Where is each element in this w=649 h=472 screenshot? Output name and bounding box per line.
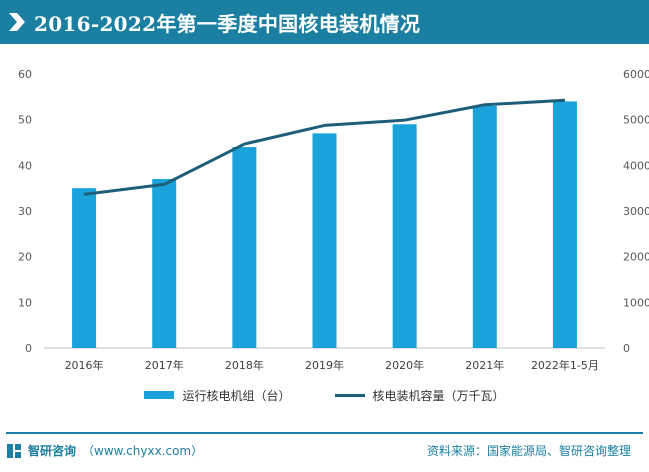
y-left-tick-label: 0	[25, 342, 32, 355]
x-tick-label: 2020年	[385, 358, 424, 372]
legend-label-line: 核电装机容量（万千瓦）	[372, 388, 505, 403]
bar	[312, 133, 337, 348]
y-left-tick-label: 50	[18, 114, 32, 127]
bar	[552, 101, 577, 349]
legend: 运行核电机组（台） 核电装机容量（万千瓦）	[0, 385, 649, 405]
footer-source: 资料来源：国家能源局、智研咨询整理	[426, 444, 631, 458]
legend-item-bar: 运行核电机组（台）	[144, 387, 291, 404]
y-right-tick-label: 3000	[623, 205, 649, 218]
y-right-tick-label: 6000	[623, 68, 649, 81]
x-tick-label: 2021年	[465, 358, 504, 372]
y-right-tick-label: 5000	[623, 114, 649, 127]
y-right-tick-label: 2000	[623, 251, 649, 264]
footer: 智研咨询 （www.chyxx.com） 资料来源：国家能源局、智研咨询整理	[0, 432, 649, 472]
capacity-line	[83, 98, 566, 196]
legend-item-line: 核电装机容量（万千瓦）	[334, 387, 505, 404]
x-tick-label: 2022年1-5月	[531, 358, 599, 372]
footer-brand: 智研咨询	[28, 444, 77, 458]
footer-url[interactable]: （www.chyxx.com）	[82, 444, 204, 458]
brand-logo-icon	[6, 443, 22, 459]
x-tick-label: 2018年	[225, 358, 264, 372]
legend-swatch-line	[334, 393, 365, 397]
title-bar: 2016-2022年第一季度中国核电装机情况	[0, 0, 649, 44]
chevron-right-icon	[0, 0, 34, 44]
y-left-tick-label: 20	[18, 251, 32, 264]
x-tick-label: 2017年	[145, 358, 184, 372]
chart-plot: 0 10 20 30 40 50 60 0 1000 2000 3000 4000 5000 6000 20…	[18, 68, 649, 372]
x-tick-label: 2016年	[65, 358, 104, 372]
y-left-tick-label: 10	[18, 296, 32, 309]
bar	[72, 188, 97, 348]
footer-brand-block: 智研咨询 （www.chyxx.com）	[6, 442, 203, 459]
y-right-tick-label: 1000	[623, 296, 649, 309]
y-left-tick-label: 30	[18, 205, 32, 218]
footer-divider	[6, 432, 643, 434]
chart-title: 2016-2022年第一季度中国核电装机情况	[34, 11, 421, 36]
y-right-tick-label: 0	[623, 342, 630, 355]
y-left-tick-label: 60	[18, 68, 32, 81]
y-right-tick-label: 4000	[623, 159, 649, 172]
bar	[232, 147, 257, 348]
y-left-tick-label: 40	[18, 159, 32, 172]
legend-swatch-bar	[144, 391, 175, 399]
bar	[152, 179, 177, 348]
bar	[392, 124, 417, 348]
bar	[472, 105, 497, 348]
legend-label-bar: 运行核电机组（台）	[182, 388, 291, 403]
x-tick-label: 2019年	[305, 358, 344, 372]
